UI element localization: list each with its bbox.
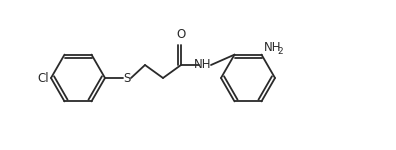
Text: NH: NH [263, 41, 281, 54]
Text: S: S [123, 72, 131, 84]
Text: NH: NH [194, 58, 212, 72]
Text: Cl: Cl [37, 72, 49, 84]
Text: 2: 2 [278, 47, 283, 56]
Text: O: O [176, 28, 186, 41]
